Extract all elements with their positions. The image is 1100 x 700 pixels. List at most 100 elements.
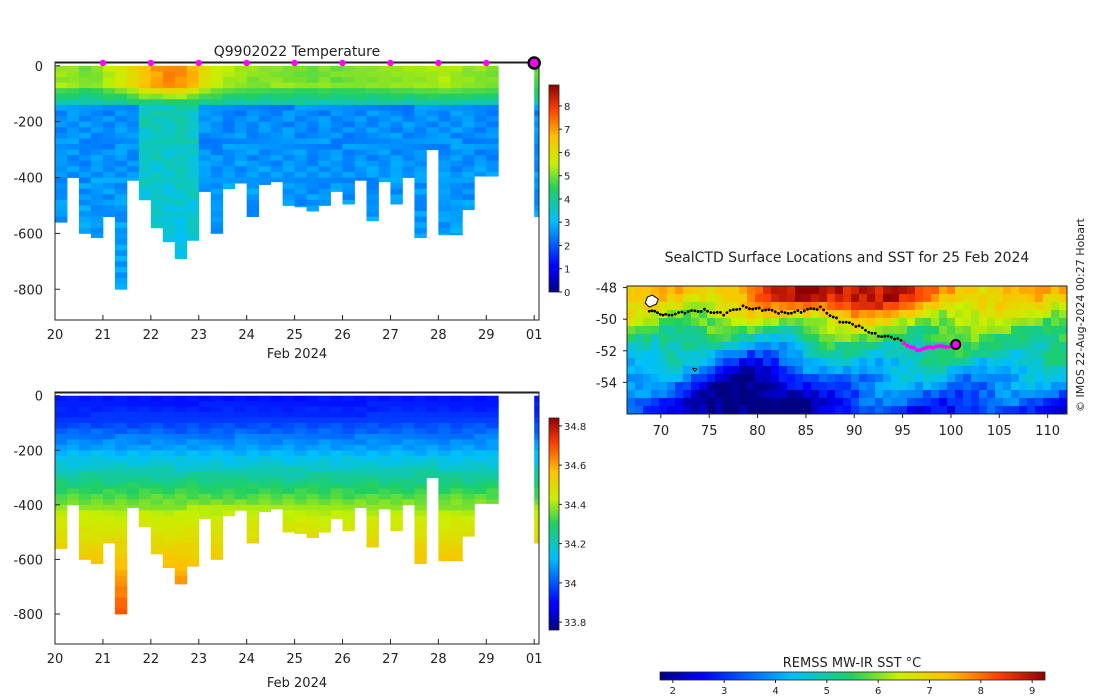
sst-cell (827, 294, 836, 303)
profile-cell (342, 526, 355, 532)
sst-cell (811, 366, 820, 375)
profile-cell (330, 71, 343, 78)
profile-cell (186, 553, 200, 560)
profile-cell (306, 144, 319, 150)
profile-cell (114, 183, 128, 190)
sst-cell (979, 326, 988, 335)
sst-cell (643, 350, 652, 359)
profile-cell (246, 171, 260, 178)
profile-cell (210, 183, 224, 190)
profile-cell (366, 521, 379, 528)
x-tick-label: 26 (334, 328, 351, 343)
profile-cell (306, 439, 319, 446)
profile-cell (438, 499, 451, 506)
profile-cell (342, 76, 355, 83)
profile-cell (294, 116, 307, 123)
profile-cell (114, 472, 128, 478)
profile-cell (486, 444, 499, 451)
profile-cell (126, 444, 140, 451)
sst-colorbar-tick-label: 8 (978, 686, 984, 697)
profile-cell (126, 104, 140, 111)
profile-cell (486, 439, 499, 446)
profile-cell (318, 493, 331, 500)
profile-cell (174, 194, 188, 201)
sst-cell (643, 358, 652, 367)
profile-cell (282, 466, 295, 473)
sst-cell (811, 286, 820, 295)
profile-cell (210, 194, 224, 201)
profile-cell (318, 401, 331, 408)
profile-cell (450, 82, 463, 89)
profile-cell (90, 171, 104, 178)
profile-cell (390, 401, 403, 408)
profile-cell (438, 455, 451, 462)
profile-cell (246, 423, 260, 429)
sst-cell (635, 302, 644, 311)
profile-cell (234, 166, 248, 173)
profile-cell (246, 93, 260, 100)
profile-cell (126, 132, 140, 139)
sst-cell (875, 310, 884, 319)
profile-cell (486, 166, 499, 173)
profile-cell (354, 155, 367, 162)
sst-cell (651, 390, 660, 399)
profile-cell (174, 211, 188, 218)
profile-cell (210, 104, 224, 111)
sst-cell (747, 390, 756, 399)
sst-cell (955, 318, 964, 327)
profile-cell (150, 93, 164, 100)
profile-cell (390, 99, 403, 106)
sst-cell (795, 318, 804, 327)
profile-cell (222, 177, 236, 184)
colorbar-tick-label: 6 (564, 148, 570, 159)
profile-cell (342, 455, 355, 462)
sst-cell (1011, 406, 1020, 414)
sst-cell (931, 310, 940, 319)
sst-colorbar-label: REMSS MW-IR SST °C (783, 656, 922, 671)
profile-cell (294, 104, 307, 111)
track-point (650, 309, 654, 313)
sst-cell (835, 382, 844, 391)
profile-cell (438, 472, 451, 478)
profile-cell (318, 504, 331, 511)
sst-cell (707, 334, 716, 343)
sst-cell (867, 406, 876, 414)
sst-cell (1051, 366, 1060, 375)
profile-cell (66, 144, 80, 150)
profile-cell (282, 88, 295, 95)
profile-cell (78, 444, 92, 451)
sst-cell (971, 350, 980, 359)
profile-cell (258, 110, 272, 117)
y-tick-label: -200 (13, 116, 43, 131)
profile-cell (162, 477, 176, 484)
track-point (754, 307, 758, 310)
profile-cell (450, 127, 463, 134)
sst-colorbar-tick-label: 5 (824, 686, 830, 697)
profile-cell (90, 488, 104, 495)
sst-cell (827, 302, 836, 311)
profile-cell (55, 166, 68, 173)
profile-cell (378, 428, 391, 435)
profile-cell (462, 499, 475, 506)
sst-cell (779, 374, 788, 383)
profile-cell (90, 559, 104, 564)
profile-cell (462, 401, 475, 408)
profile-cell (462, 149, 475, 156)
profile-cell (150, 493, 164, 500)
sst-cell (955, 286, 964, 295)
profile-cell (126, 127, 140, 134)
sst-cell (835, 374, 844, 383)
profile-cell (102, 417, 116, 424)
profile-cell (450, 444, 463, 451)
profile-cell (342, 412, 355, 418)
sst-cell (1051, 334, 1060, 343)
profile-cell (390, 188, 403, 195)
profile-cell (450, 510, 463, 517)
profile-cell (270, 428, 284, 435)
profile-cell (55, 199, 68, 206)
sst-cell (811, 390, 820, 399)
sst-cell (995, 342, 1004, 351)
sst-cell (659, 334, 668, 343)
profile-cell (282, 194, 295, 201)
